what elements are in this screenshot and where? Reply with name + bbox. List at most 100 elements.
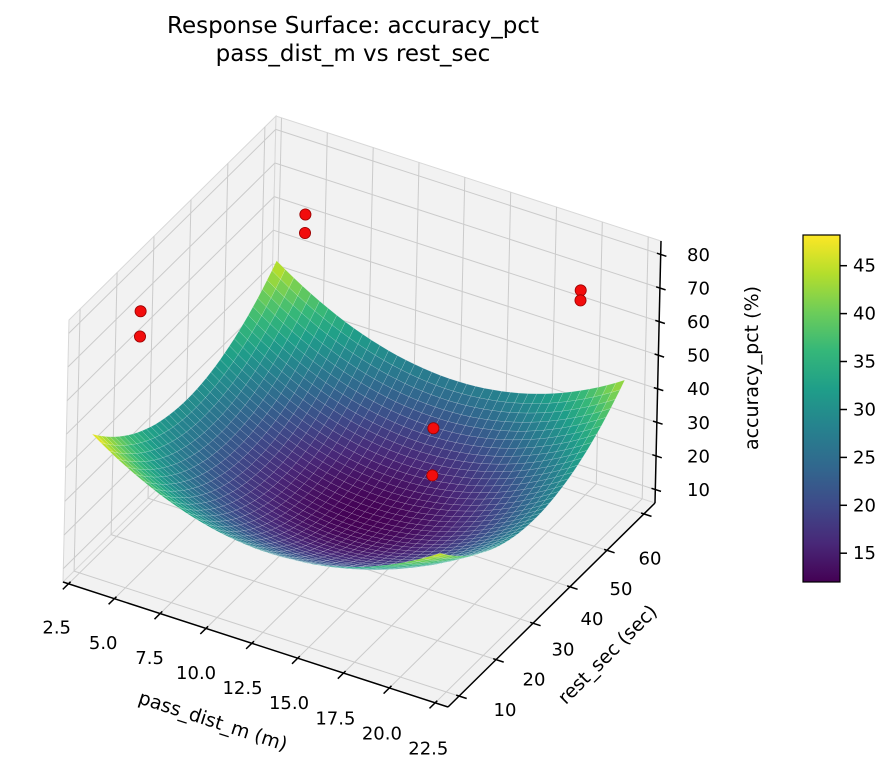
surface-quad xyxy=(549,485,564,495)
surface-mesh xyxy=(91,260,626,571)
gridline xyxy=(434,498,643,704)
axis-tick-mark xyxy=(529,621,541,627)
axis-tick-mark xyxy=(655,319,666,325)
surface-quad xyxy=(540,497,555,506)
scatter-point xyxy=(426,469,439,482)
axis-tick-mark xyxy=(245,640,255,650)
axis-tick-mark xyxy=(455,694,467,700)
surface-quad xyxy=(288,277,303,296)
x-tick-label: 7.5 xyxy=(135,648,164,669)
gridline xyxy=(68,129,277,334)
gridline xyxy=(64,297,273,502)
surface-quad xyxy=(191,407,206,421)
axis-tick-mark xyxy=(654,353,665,358)
axes-spines-ticks xyxy=(62,240,667,709)
scatter-point xyxy=(298,226,311,239)
surface-quad xyxy=(568,457,583,469)
gridline xyxy=(73,309,81,572)
y-tick-label: 30 xyxy=(552,639,575,660)
surface-quad xyxy=(449,555,463,559)
surface-quad xyxy=(201,377,216,393)
surface-quad xyxy=(209,386,224,401)
surface-quad xyxy=(122,453,137,463)
surface-quad xyxy=(213,400,228,415)
surface-quad xyxy=(476,549,491,555)
y-tick-label: 40 xyxy=(581,609,604,630)
axis-tick-mark xyxy=(652,420,663,425)
surface-quad xyxy=(531,507,546,517)
axis-spine xyxy=(447,502,656,708)
x-tick-label: 10.0 xyxy=(176,663,216,684)
x-tick-label: 22.5 xyxy=(408,739,448,760)
x-tick-label: 15.0 xyxy=(269,693,309,714)
x-tick-label: 20.0 xyxy=(362,723,402,744)
surface-quad xyxy=(135,452,150,462)
surface-quad xyxy=(489,543,504,549)
colorbar-tick-label: 40 xyxy=(853,304,876,325)
surface-quad xyxy=(145,439,160,450)
z-tick-label: 10 xyxy=(687,480,710,501)
scatter-point xyxy=(299,208,312,221)
surface-quad xyxy=(247,331,261,349)
gridline xyxy=(110,534,497,661)
gridline xyxy=(272,263,658,390)
colorbar-tick-label: 30 xyxy=(853,400,876,421)
surface-quad xyxy=(596,408,611,421)
axis-tick-mark xyxy=(337,670,347,680)
chart-title-line1: Response Surface: accuracy_pct xyxy=(167,13,539,39)
colorbar-tick-label: 20 xyxy=(853,495,876,516)
surface-quad xyxy=(176,435,191,447)
y-tick-label: 50 xyxy=(610,579,633,600)
surface-quad xyxy=(159,432,173,444)
x-tick-label: 12.5 xyxy=(222,678,262,699)
z-tick-label: 20 xyxy=(687,446,710,467)
z-tick-label: 80 xyxy=(687,245,710,266)
surface-quad xyxy=(214,380,229,396)
gridline xyxy=(275,128,661,255)
z-axis-label: accuracy_pct (%) xyxy=(741,286,763,450)
surface-quad xyxy=(91,433,106,444)
scatter-points xyxy=(133,208,587,482)
surface-quad xyxy=(587,425,602,438)
x-tick-label: 2.5 xyxy=(42,618,71,639)
x-tick-label: 5.0 xyxy=(89,633,118,654)
surface-quad xyxy=(210,365,225,382)
surface-quad xyxy=(453,555,468,559)
axes-tick-labels: 2.5 5.0 7.5 10.0 12.5 15.0 17.5 20.0 22.5 10 20 30 4… xyxy=(42,245,710,760)
surface-quad xyxy=(508,530,523,538)
surface-quad xyxy=(187,393,202,408)
colorbar-tick-label: 35 xyxy=(853,352,876,373)
axis-tick-mark xyxy=(653,386,664,392)
surface-quad xyxy=(155,421,169,434)
surface-quad xyxy=(158,445,173,457)
colorbar-outline xyxy=(802,234,841,583)
y-tick-label: 20 xyxy=(523,670,546,691)
surface-quad xyxy=(435,554,450,559)
gridline xyxy=(73,570,460,697)
axis-tick-mark xyxy=(428,700,438,709)
surface-quad xyxy=(440,554,454,559)
surface-quad xyxy=(233,330,248,348)
chart-title-line2: pass_dist_m vs rest_sec xyxy=(216,41,491,67)
surface-quad xyxy=(494,540,509,547)
axis-spine xyxy=(62,581,449,708)
z-tick-label: 30 xyxy=(687,413,710,434)
surface-quad xyxy=(522,517,537,526)
gridline xyxy=(65,263,273,469)
scatter-point xyxy=(574,284,587,297)
gridline xyxy=(388,483,597,689)
z-tick-label: 60 xyxy=(687,312,710,333)
surface-quad xyxy=(195,419,210,433)
surface-quad xyxy=(271,260,286,280)
axis-tick-mark xyxy=(652,453,663,459)
gridline xyxy=(274,196,660,323)
scatter-point xyxy=(574,294,587,307)
gridline xyxy=(595,221,603,485)
axis-tick-mark xyxy=(383,685,393,695)
surface-quad xyxy=(559,471,574,482)
gridline xyxy=(110,272,118,535)
gridline xyxy=(67,162,276,368)
axis-tick-mark xyxy=(656,252,667,258)
axis-tick-mark xyxy=(603,548,615,554)
surface-quad xyxy=(219,352,234,369)
